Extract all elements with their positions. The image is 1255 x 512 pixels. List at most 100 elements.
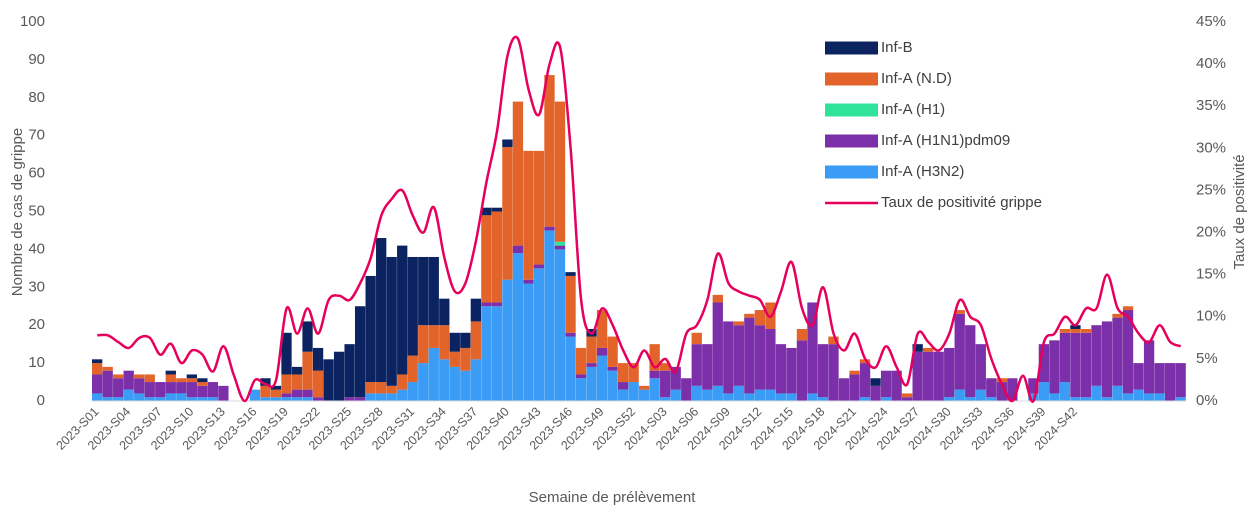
- bar-segment: [617, 382, 629, 390]
- bar-segment: [302, 397, 313, 401]
- bar-segment: [186, 382, 197, 398]
- bar-segment: [996, 382, 1007, 401]
- bar-segment: [849, 374, 860, 401]
- bar-segment: [544, 75, 555, 227]
- bar-segment: [1080, 332, 1092, 398]
- bar-segment: [281, 332, 292, 375]
- bar-segment: [291, 366, 303, 375]
- bar-segment: [533, 150, 545, 265]
- bar-segment: [1112, 313, 1123, 318]
- bar-segment: [386, 393, 397, 401]
- bar-segment: [502, 147, 513, 280]
- bar-segment: [754, 389, 766, 401]
- bar-segment: [92, 363, 103, 375]
- bar-segment: [901, 397, 913, 401]
- bar-segment: [786, 393, 797, 401]
- bar-segment: [407, 256, 418, 356]
- bar-segment: [186, 378, 197, 383]
- bar-segment: [565, 336, 576, 401]
- bar-segment: [649, 378, 660, 401]
- bar-segment: [102, 397, 113, 401]
- bar-segment: [218, 385, 229, 401]
- bar-segment: [1154, 393, 1165, 401]
- legend-swatch: [825, 103, 878, 117]
- bar-segment: [691, 385, 702, 401]
- bar-segment: [817, 344, 829, 398]
- bar-segment: [155, 382, 166, 398]
- bar-segment: [754, 310, 766, 326]
- bar-segment: [986, 378, 997, 398]
- y-tick-label: 20: [28, 316, 45, 333]
- bar-segment: [544, 226, 555, 231]
- legend-label: Inf-B: [881, 39, 913, 56]
- bar-segment: [260, 385, 271, 398]
- bar-segment: [1091, 385, 1102, 401]
- bar-segment: [376, 382, 387, 394]
- y2-tick-label: 5%: [1196, 350, 1218, 367]
- bar-segment: [628, 382, 639, 401]
- bar-segment: [765, 328, 776, 390]
- bar-segment: [302, 389, 313, 398]
- bar-segment: [470, 298, 482, 322]
- bar-segment: [113, 374, 124, 379]
- bar-segment: [754, 325, 766, 390]
- bar-segment: [796, 328, 808, 341]
- bar-segment: [418, 325, 429, 364]
- bar-segment: [1091, 325, 1102, 386]
- bar-segment: [533, 268, 545, 401]
- bar-segment: [723, 393, 734, 401]
- bar-segment: [775, 393, 787, 401]
- bar-segment: [596, 310, 608, 348]
- bar-segment: [1112, 385, 1123, 401]
- bar-segment: [102, 366, 113, 371]
- bar-segment: [260, 397, 271, 401]
- bar-segment: [102, 370, 113, 398]
- bar-segment: [954, 310, 965, 314]
- bar-segment: [302, 321, 313, 352]
- bar-segment: [270, 385, 282, 390]
- y2-tick-label: 25%: [1196, 181, 1226, 198]
- bar-segment: [113, 378, 124, 398]
- y-tick-label: 10: [28, 354, 45, 371]
- bar-segment: [165, 382, 176, 394]
- bar-segment: [954, 389, 965, 401]
- bar-segment: [512, 245, 524, 254]
- bar-segment: [291, 374, 303, 390]
- bar-segment: [544, 230, 555, 401]
- bar-segment: [1028, 378, 1039, 394]
- y-tick-label: 80: [28, 89, 45, 106]
- y-tick-label: 30: [28, 278, 45, 295]
- rate-line: [97, 35, 1182, 403]
- bar-segment: [449, 351, 460, 367]
- bar-segment: [817, 397, 829, 401]
- bar-segment: [554, 249, 566, 401]
- bar-segment: [291, 397, 303, 401]
- bar-segment: [197, 382, 208, 386]
- legend-label: Inf-A (H1N1)pdm09: [881, 132, 1010, 149]
- bar-segment: [554, 101, 566, 242]
- bar-segment: [365, 275, 376, 383]
- bar-segment: [523, 283, 534, 401]
- bar-segment: [660, 370, 671, 398]
- bar-segment: [586, 336, 597, 364]
- bar-segment: [113, 397, 124, 401]
- bar-segment: [502, 139, 513, 148]
- bar-segment: [923, 347, 934, 352]
- bar-segment: [1070, 325, 1081, 329]
- bar-segment: [512, 101, 524, 246]
- legend-label: Inf-A (H3N2): [881, 163, 964, 180]
- bar-segment: [859, 359, 871, 364]
- bar-segment: [712, 294, 723, 303]
- bar-segment: [996, 378, 1007, 383]
- bar-segment: [92, 374, 103, 394]
- bar-segment: [460, 332, 471, 348]
- bar-segment: [502, 279, 513, 401]
- bar-segment: [912, 344, 923, 352]
- bar-segment: [859, 397, 871, 401]
- bar-segment: [639, 389, 650, 401]
- bar-segment: [723, 321, 734, 394]
- legend-label: Inf-A (H1): [881, 101, 945, 118]
- bar-segment: [1028, 393, 1039, 401]
- bar-segment: [596, 355, 608, 401]
- bar-segment: [344, 397, 355, 401]
